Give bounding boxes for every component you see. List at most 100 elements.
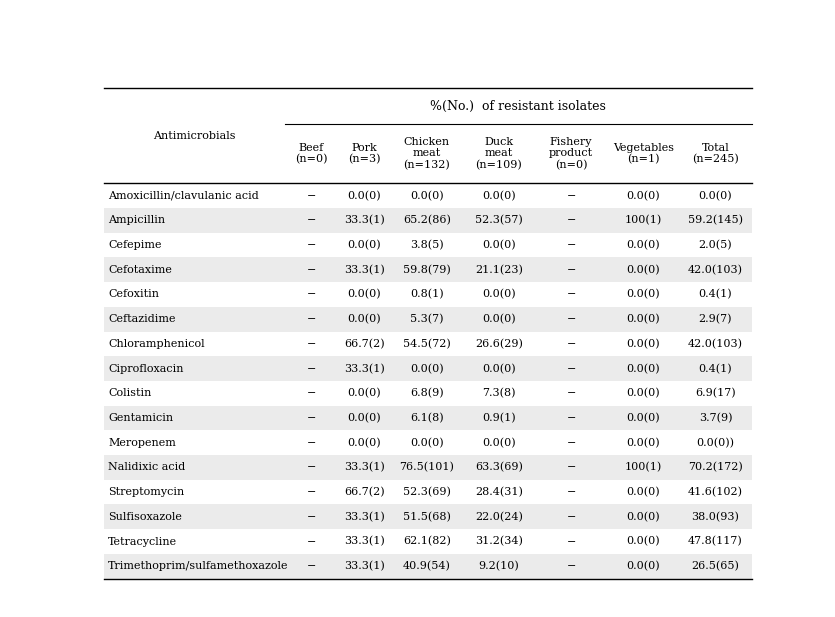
- Text: 38.0(93): 38.0(93): [691, 511, 739, 522]
- Text: 51.5(68): 51.5(68): [403, 511, 451, 522]
- Text: 6.8(9): 6.8(9): [410, 388, 443, 399]
- Text: Meropenem: Meropenem: [109, 437, 176, 448]
- Text: Fishery
product
(n=0): Fishery product (n=0): [549, 137, 593, 170]
- Text: 0.0(0): 0.0(0): [626, 191, 660, 201]
- Text: Vegetables
(n=1): Vegetables (n=1): [613, 143, 674, 165]
- Bar: [104, 356, 752, 381]
- Text: −: −: [566, 437, 576, 448]
- Text: −: −: [306, 487, 316, 497]
- Text: 42.0(103): 42.0(103): [688, 339, 743, 349]
- Text: Nalidixic acid: Nalidixic acid: [109, 462, 185, 473]
- Text: 26.6(29): 26.6(29): [475, 339, 523, 349]
- Bar: [104, 529, 752, 554]
- Text: 2.9(7): 2.9(7): [699, 314, 732, 325]
- Text: 0.0(0): 0.0(0): [347, 413, 381, 423]
- Text: 0.0(0): 0.0(0): [626, 289, 660, 300]
- Text: %(No.)  of resistant isolates: %(No.) of resistant isolates: [430, 99, 606, 113]
- Text: Beef
(n=0): Beef (n=0): [295, 143, 327, 165]
- Bar: [104, 257, 752, 282]
- Text: 0.0(0): 0.0(0): [347, 388, 381, 399]
- Text: Ciprofloxacin: Ciprofloxacin: [109, 363, 184, 374]
- Text: −: −: [566, 413, 576, 423]
- Text: −: −: [566, 388, 576, 399]
- Text: 0.0(0): 0.0(0): [626, 413, 660, 423]
- Text: −: −: [306, 314, 316, 324]
- Text: −: −: [566, 314, 576, 324]
- Text: Duck
meat
(n=109): Duck meat (n=109): [476, 137, 523, 170]
- Text: Sulfisoxazole: Sulfisoxazole: [109, 512, 182, 522]
- Text: 0.0(0): 0.0(0): [410, 191, 443, 201]
- Text: 0.0(0): 0.0(0): [626, 487, 660, 497]
- Text: 52.3(57): 52.3(57): [475, 215, 523, 226]
- Text: −: −: [306, 240, 316, 250]
- Text: 63.3(69): 63.3(69): [475, 462, 523, 473]
- Text: 100(1): 100(1): [625, 462, 662, 473]
- Text: Cefepime: Cefepime: [109, 240, 162, 250]
- Bar: [104, 480, 752, 505]
- Text: −: −: [566, 512, 576, 522]
- Text: 0.0(0): 0.0(0): [626, 536, 660, 547]
- Text: Tetracycline: Tetracycline: [109, 537, 177, 547]
- Text: −: −: [566, 537, 576, 547]
- Text: Gentamicin: Gentamicin: [109, 413, 174, 423]
- Text: 5.3(7): 5.3(7): [410, 314, 443, 325]
- Text: 9.2(10): 9.2(10): [478, 561, 519, 571]
- Text: 0.0(0): 0.0(0): [626, 511, 660, 522]
- Text: 0.0(0): 0.0(0): [626, 437, 660, 448]
- Text: 0.0(0): 0.0(0): [482, 240, 516, 251]
- Text: 0.0(0)): 0.0(0)): [696, 437, 735, 448]
- Text: 0.0(0): 0.0(0): [347, 240, 381, 251]
- Text: 26.5(65): 26.5(65): [691, 561, 739, 571]
- Text: Trimethoprim/sulfamethoxazole: Trimethoprim/sulfamethoxazole: [109, 561, 289, 571]
- Text: −: −: [566, 561, 576, 571]
- Text: 59.8(79): 59.8(79): [403, 265, 451, 275]
- Text: −: −: [306, 537, 316, 547]
- Text: 6.9(17): 6.9(17): [695, 388, 736, 399]
- Bar: [104, 331, 752, 356]
- Text: −: −: [306, 363, 316, 374]
- Text: Ceftazidime: Ceftazidime: [109, 314, 175, 324]
- Text: 7.3(8): 7.3(8): [483, 388, 516, 399]
- Text: 0.0(0): 0.0(0): [482, 314, 516, 325]
- Text: Chicken
meat
(n=132): Chicken meat (n=132): [403, 137, 450, 170]
- Text: 0.0(0): 0.0(0): [410, 437, 443, 448]
- Bar: [104, 405, 752, 431]
- Text: 0.4(1): 0.4(1): [699, 363, 732, 374]
- Text: 66.7(2): 66.7(2): [344, 339, 385, 349]
- Text: −: −: [306, 413, 316, 423]
- Text: 31.2(34): 31.2(34): [475, 536, 523, 547]
- Bar: [104, 505, 752, 529]
- Text: −: −: [306, 289, 316, 299]
- Text: 59.2(145): 59.2(145): [688, 215, 743, 226]
- Text: 62.1(82): 62.1(82): [403, 536, 451, 547]
- Text: −: −: [566, 487, 576, 497]
- Text: 0.0(0): 0.0(0): [626, 388, 660, 399]
- Text: −: −: [566, 339, 576, 349]
- Text: 0.0(0): 0.0(0): [626, 561, 660, 571]
- Text: 40.9(54): 40.9(54): [403, 561, 451, 571]
- Text: Colistin: Colistin: [109, 388, 152, 399]
- Text: −: −: [566, 215, 576, 225]
- Text: −: −: [566, 265, 576, 275]
- Text: 42.0(103): 42.0(103): [688, 265, 743, 275]
- Text: 100(1): 100(1): [625, 215, 662, 226]
- Text: 3.8(5): 3.8(5): [410, 240, 443, 251]
- Text: Cefoxitin: Cefoxitin: [109, 289, 159, 299]
- Text: 22.0(24): 22.0(24): [475, 511, 523, 522]
- Text: 2.0(5): 2.0(5): [699, 240, 732, 251]
- Text: 33.3(1): 33.3(1): [344, 511, 385, 522]
- Text: 21.1(23): 21.1(23): [475, 265, 523, 275]
- Text: −: −: [566, 289, 576, 299]
- Text: Total
(n=245): Total (n=245): [692, 143, 739, 165]
- Text: 33.3(1): 33.3(1): [344, 363, 385, 374]
- Text: 66.7(2): 66.7(2): [344, 487, 385, 497]
- Text: 0.0(0): 0.0(0): [347, 437, 381, 448]
- Text: 41.6(102): 41.6(102): [688, 487, 743, 497]
- Text: 76.5(101): 76.5(101): [399, 462, 454, 473]
- Text: 47.8(117): 47.8(117): [688, 536, 743, 547]
- Text: 52.3(69): 52.3(69): [403, 487, 451, 497]
- Text: 0.0(0): 0.0(0): [626, 265, 660, 275]
- Text: 0.0(0): 0.0(0): [347, 289, 381, 300]
- Text: 54.5(72): 54.5(72): [403, 339, 451, 349]
- Text: 0.0(0): 0.0(0): [347, 314, 381, 325]
